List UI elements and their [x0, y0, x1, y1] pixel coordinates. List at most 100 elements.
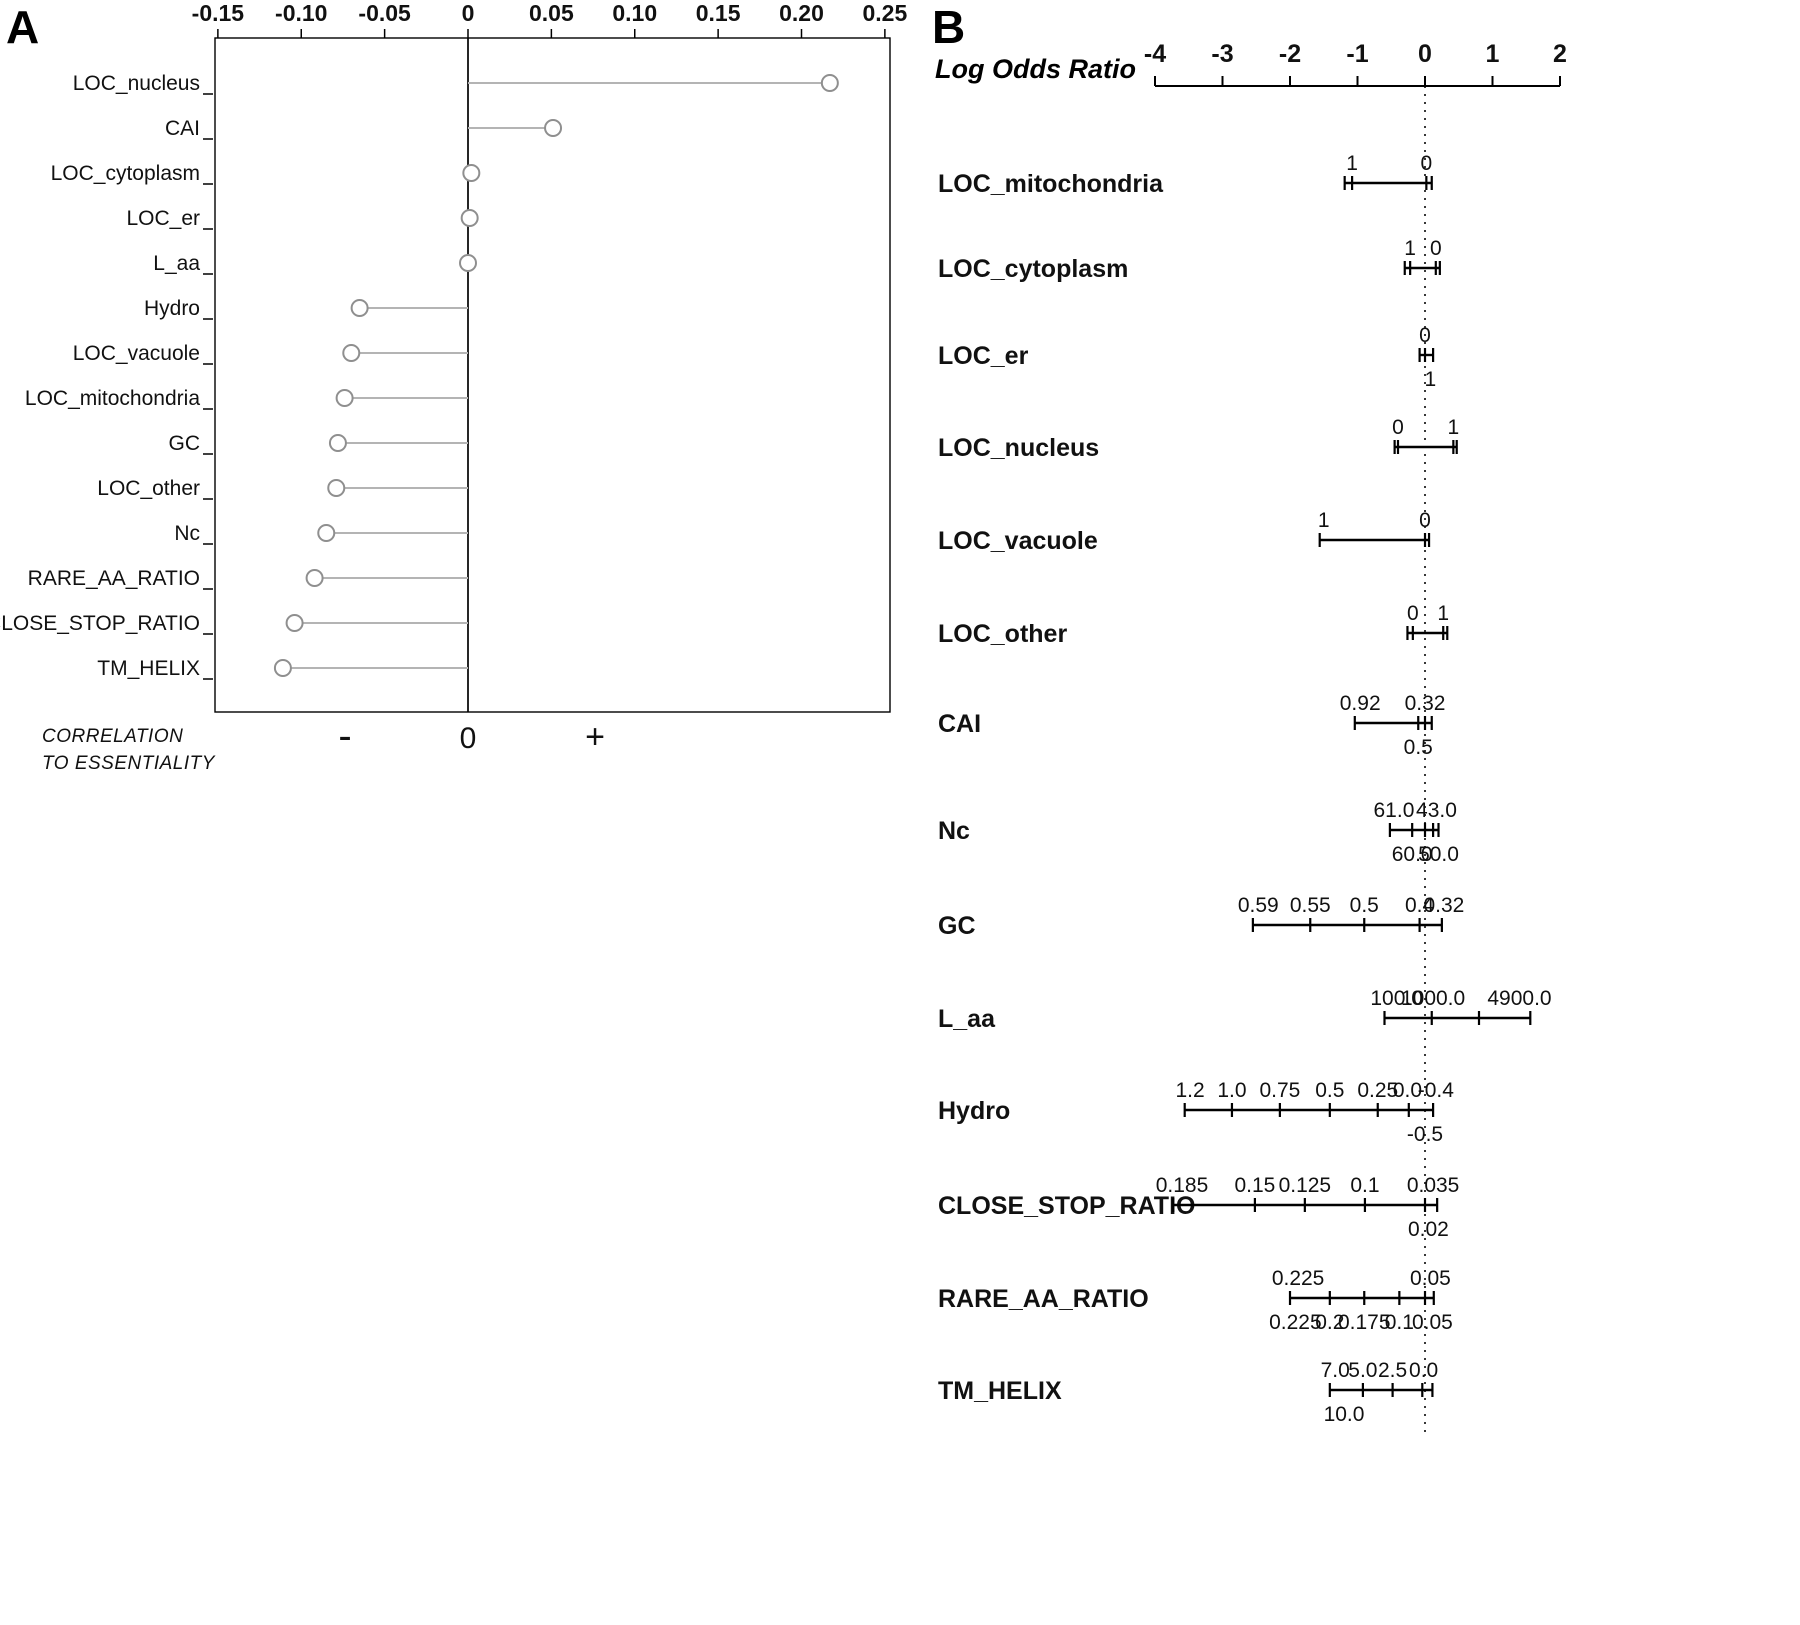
scale-value-label-above: 0 [1419, 509, 1431, 532]
caption-line-2: TO ESSENTIALITY [42, 752, 215, 774]
log-odds-axis-tick-label: -1 [1346, 40, 1368, 68]
negative-sign-label: - [338, 714, 352, 758]
x-axis-tick-label: -0.15 [192, 0, 245, 26]
row-label: LOC_vacuole [938, 527, 1098, 555]
scale-value-label-above: 1.2 [1175, 1079, 1204, 1102]
lollipop-row: CAI [165, 117, 563, 140]
lollipop-row: LOC_cytoplasm [51, 162, 481, 185]
scale-value-label-above: 0.32 [1423, 894, 1464, 917]
category-label: Nc [174, 522, 200, 545]
scale-value-label-above: 4900.0 [1487, 987, 1551, 1010]
lollipop-marker [460, 209, 479, 227]
scale-value-label-above: 1 [1346, 152, 1358, 175]
odds-ratio-row: Nc 61.0 43.0 60.050.0 [938, 799, 1459, 866]
lollipop-row: Nc [174, 522, 468, 545]
scale-value-label-above: 1 [1437, 602, 1449, 625]
lollipop-row: GC [169, 432, 468, 455]
panel-a-caption: CORRELATION TO ESSENTIALITY [42, 724, 215, 777]
scale-value-label-above: 0 [1421, 152, 1433, 175]
scale-value-label-above: 0.035 [1407, 1174, 1460, 1197]
odds-ratio-row: LOC_mitochondria 1 0 [938, 152, 1433, 198]
x-axis-tick-label: -0.05 [358, 0, 411, 26]
category-label: CLOSE_STOP_RATIO [0, 612, 200, 635]
lollipop-marker [273, 659, 292, 677]
lollipop-marker [820, 74, 839, 92]
category-label: RARE_AA_RATIO [28, 567, 200, 590]
lollipop-marker [328, 434, 347, 452]
scale-value-label-above: 0.59 [1238, 894, 1279, 917]
scale-value-label-below: 1 [1425, 368, 1437, 391]
row-label: GC [938, 912, 976, 940]
log-odds-axis-tick-label: 2 [1553, 40, 1567, 68]
lollipop-marker [327, 479, 346, 497]
odds-ratio-row: GC 0.59 0.55 0.5 0.40.32 [938, 894, 1464, 940]
scale-value-label-above: 0.125 [1279, 1174, 1332, 1197]
log-odds-axis-tick-label: -3 [1211, 40, 1233, 68]
scale-value-label-above: 0.185 [1156, 1174, 1209, 1197]
odds-ratio-row: LOC_vacuole 1 0 [938, 509, 1431, 555]
plot-border [214, 37, 891, 713]
scale-value-label-above: 0.05 [1410, 1267, 1451, 1290]
lollipop-marker [342, 344, 361, 362]
lollipop-row: LOC_vacuole [73, 342, 468, 365]
scale-value-label-above: 0 [1392, 416, 1404, 439]
category-label: LOC_vacuole [73, 342, 200, 365]
row-label: LOC_nucleus [938, 434, 1099, 462]
scale-value-label-below: 0.1 [1385, 1311, 1414, 1334]
category-label: Hydro [144, 297, 200, 320]
odds-ratio-row: LOC_er 0 1 [938, 324, 1436, 391]
row-label: LOC_mitochondria [938, 170, 1164, 198]
log-odds-axis-tick-label: 1 [1486, 40, 1500, 68]
scale-value-label-below: 0.5 [1404, 736, 1433, 759]
lollipop-marker [462, 164, 481, 182]
zero-sign-label: 0 [459, 722, 477, 755]
odds-ratio-row: LOC_cytoplasm 1 0 [938, 237, 1442, 283]
scale-value-label-above: 0.0 [1393, 1079, 1422, 1102]
scale-value-label-above: 1 [1404, 237, 1416, 260]
scale-value-label-above: 0.15 [1234, 1174, 1275, 1197]
category-label: TM_HELIX [97, 657, 200, 680]
row-label: L_aa [938, 1005, 996, 1033]
scale-value-label-above: 1000.0 [1401, 987, 1465, 1010]
odds-ratio-row: Hydro 1.2 1.0 0.75 0.5 0.250.0-0.4 -0.5 [938, 1079, 1454, 1146]
row-label: Nc [938, 817, 970, 845]
scale-value-label-above: 0.4 [1405, 894, 1435, 917]
lollipop-row: L_aa [153, 252, 477, 275]
scale-value-label-above: 0.5 [1315, 1079, 1344, 1102]
category-label: LOC_er [126, 207, 200, 230]
scale-value-label-below: 0.02 [1408, 1218, 1449, 1241]
positive-sign-label: + [585, 718, 605, 756]
category-label: CAI [165, 117, 200, 140]
lollipop-marker [459, 254, 477, 272]
lollipop-marker [544, 119, 563, 137]
scale-value-label-above: 0.5 [1350, 894, 1379, 917]
scale-value-label-above: 0.92 [1340, 692, 1381, 715]
log-odds-ratio-title: Log Odds Ratio [935, 54, 1136, 84]
scale-value-label-above: -0.4 [1418, 1079, 1455, 1102]
x-axis-tick-label: 0.10 [612, 0, 657, 26]
scale-value-label-above: 0 [1407, 602, 1419, 625]
lollipop-marker [317, 524, 336, 542]
lollipop-marker [285, 614, 304, 632]
x-axis-tick-label: 0.25 [862, 0, 907, 26]
lollipop-row: LOC_other [97, 477, 468, 500]
odds-ratio-row: LOC_nucleus 0 1 [938, 416, 1459, 462]
scale-value-label-below: 0.175 [1338, 1311, 1391, 1334]
scale-value-label-below: 50.0 [1418, 843, 1459, 866]
lollipop-marker [350, 299, 369, 317]
scale-value-label-above: 1.0 [1217, 1079, 1246, 1102]
row-label: CAI [938, 710, 981, 738]
x-axis-tick-label: 0 [462, 0, 475, 26]
caption-line-1: CORRELATION [42, 726, 184, 747]
category-label: LOC_mitochondria [25, 387, 200, 410]
lollipop-row: LOC_er [126, 207, 479, 230]
scale-value-label-above: 0 [1430, 237, 1442, 260]
category-label: LOC_cytoplasm [51, 162, 200, 185]
category-label: LOC_nucleus [73, 72, 200, 95]
scale-value-label-below: 0.225 [1269, 1311, 1322, 1334]
correlation-lollipop-chart: -0.15 -0.10 -0.05 0 0.05 0.10 0.15 0.20 0.25 LOC_… [0, 0, 907, 713]
panel-a-label: A [6, 1, 40, 53]
